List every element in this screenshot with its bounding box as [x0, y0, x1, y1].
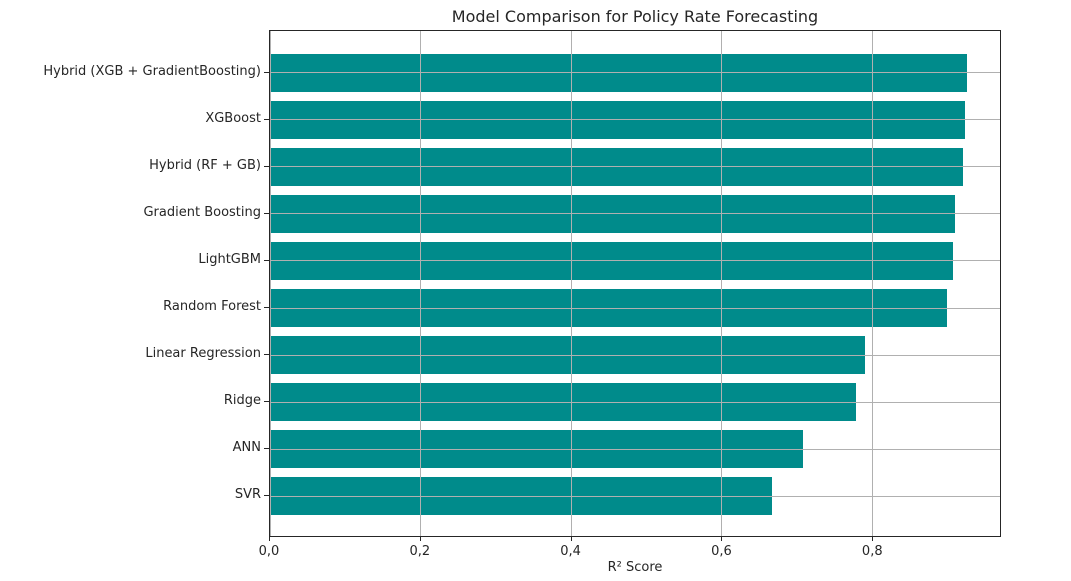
y-tick-label: Random Forest: [163, 299, 261, 315]
y-tick-mark: [264, 212, 269, 214]
y-tick-label: Gradient Boosting: [143, 204, 261, 220]
y-tick-mark: [264, 259, 269, 261]
x-tick-label: 0,0: [258, 544, 280, 559]
x-tick-label: 0,2: [409, 544, 431, 559]
x-tick-label: 0,6: [711, 544, 732, 559]
h-gridline: [270, 401, 1000, 403]
y-tick-mark: [264, 307, 269, 309]
h-gridline: [270, 119, 1000, 121]
y-tick-label: Hybrid (XGB + GradientBoosting): [43, 63, 261, 79]
h-gridline: [270, 166, 1000, 168]
h-gridline: [270, 213, 1000, 215]
y-tick-mark: [264, 71, 269, 73]
h-gridline: [270, 354, 1000, 356]
v-gridline: [270, 31, 271, 536]
chart-title: Model Comparison for Policy Rate Forecas…: [451, 7, 819, 26]
x-tick-label: 0,8: [861, 544, 883, 559]
plot-area: [269, 30, 1001, 537]
y-tick-label: SVR: [234, 487, 261, 503]
v-gridline: [721, 31, 723, 536]
h-gridline: [270, 260, 1000, 262]
x-tick-label: 0,4: [560, 544, 581, 559]
v-gridline: [871, 31, 873, 536]
y-tick-label: Linear Regression: [145, 346, 261, 362]
y-tick-label: ANN: [232, 440, 261, 456]
y-tick-mark: [264, 354, 269, 356]
v-gridline: [420, 31, 422, 536]
x-tick-mark: [872, 537, 874, 541]
y-tick-mark: [264, 118, 269, 120]
h-gridline: [270, 72, 1000, 74]
y-tick-label: Hybrid (RF + GB): [149, 157, 261, 173]
y-tick-mark: [264, 401, 269, 403]
x-tick-mark: [721, 537, 723, 541]
x-axis-label: R² Score: [607, 560, 663, 575]
v-gridline: [570, 31, 572, 536]
h-gridline: [270, 448, 1000, 450]
h-gridline: [270, 495, 1000, 497]
y-tick-label: LightGBM: [198, 251, 261, 267]
y-tick-label: XGBoost: [205, 110, 261, 126]
y-tick-mark: [264, 448, 269, 450]
y-tick-mark: [264, 165, 269, 167]
y-tick-label: Ridge: [223, 393, 261, 409]
x-tick-mark: [419, 537, 421, 541]
y-tick-mark: [264, 495, 269, 497]
x-tick-mark: [570, 537, 572, 541]
h-gridline: [270, 307, 1000, 309]
x-tick-mark: [269, 537, 270, 541]
